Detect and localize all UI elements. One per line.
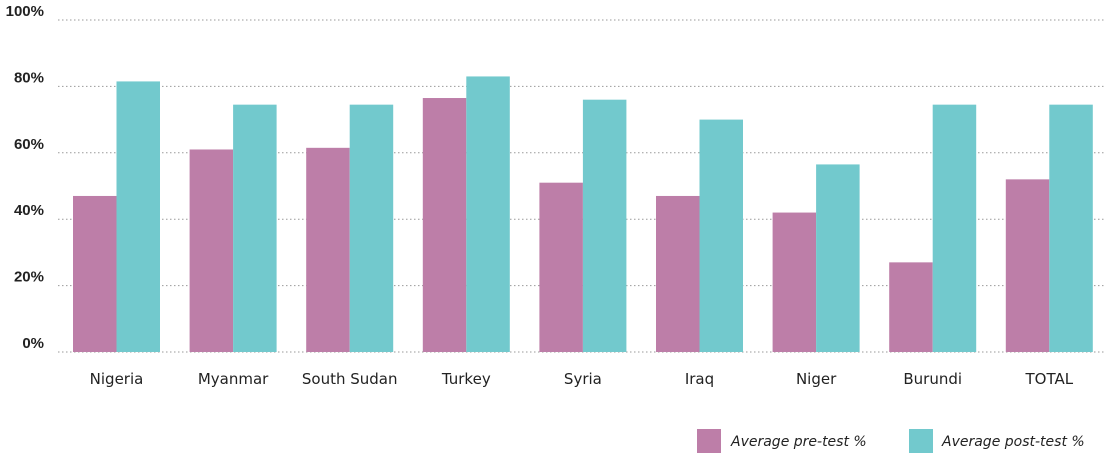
legend: Average pre-test % Average post-test % [697, 429, 1085, 453]
bars [73, 76, 1093, 353]
bar-pre-test-south-sudan [306, 147, 350, 352]
legend-swatch-pre-test [697, 429, 721, 453]
x-tick-label: Nigeria [90, 370, 144, 388]
bar-post-test-myanmar [233, 104, 277, 352]
bar-post-test-burundi [932, 104, 977, 352]
legend-swatch-post-test [909, 429, 933, 453]
bar-pre-test-total [1005, 179, 1050, 352]
y-tick-label: 20% [14, 269, 44, 286]
bar-post-test-niger [816, 164, 860, 352]
y-tick-label: 80% [14, 69, 44, 86]
legend-label-pre-test: Average pre-test % [730, 434, 867, 450]
bar-post-test-south-sudan [349, 104, 394, 352]
bar-post-test-syria [582, 99, 627, 353]
bar-pre-test-turkey [422, 98, 467, 353]
bar-pre-test-myanmar [189, 149, 234, 352]
x-tick-label: Burundi [903, 370, 962, 388]
x-tick-label: Iraq [685, 370, 714, 388]
x-axis-tick-labels: Nigeria Myanmar South Sudan Turkey Syria Iraq… [90, 370, 1074, 388]
x-tick-label: TOTAL [1025, 370, 1074, 388]
y-tick-label: 0% [22, 335, 44, 352]
x-tick-label: South Sudan [302, 370, 398, 388]
bar-pre-test-iraq [656, 195, 700, 352]
legend-label-post-test: Average post-test % [941, 434, 1085, 450]
bar-pre-test-syria [539, 182, 583, 352]
x-tick-label: Niger [796, 370, 837, 388]
bar-pre-test-nigeria [73, 195, 117, 352]
bar-post-test-iraq [699, 119, 743, 352]
bar-pre-test-niger [772, 212, 817, 352]
y-tick-label: 40% [14, 202, 44, 219]
bar-post-test-total [1049, 104, 1093, 352]
y-tick-label: 60% [14, 136, 44, 153]
bar-pre-test-burundi [889, 262, 933, 352]
x-tick-label: Turkey [441, 370, 491, 388]
y-axis-tick-labels: 0% 20% 40% 60% 80% 100% [6, 3, 44, 352]
bar-post-test-turkey [466, 76, 510, 352]
y-tick-label: 100% [6, 3, 44, 20]
bar-post-test-nigeria [116, 81, 160, 353]
x-tick-label: Myanmar [198, 370, 269, 388]
x-tick-label: Syria [564, 370, 602, 388]
